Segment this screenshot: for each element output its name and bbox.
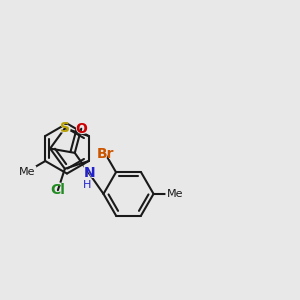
Text: Br: Br [94,145,117,163]
Text: Me: Me [19,167,35,177]
Text: S: S [58,119,71,137]
Text: N: N [82,164,97,182]
Text: Me: Me [167,189,183,199]
Text: O: O [75,122,87,136]
Text: Cl: Cl [48,181,68,199]
Text: Br: Br [97,147,114,161]
Text: N: N [83,167,95,180]
Text: O: O [74,120,89,138]
Text: Cl: Cl [50,183,65,197]
Text: S: S [60,121,70,135]
Text: H: H [82,180,91,190]
